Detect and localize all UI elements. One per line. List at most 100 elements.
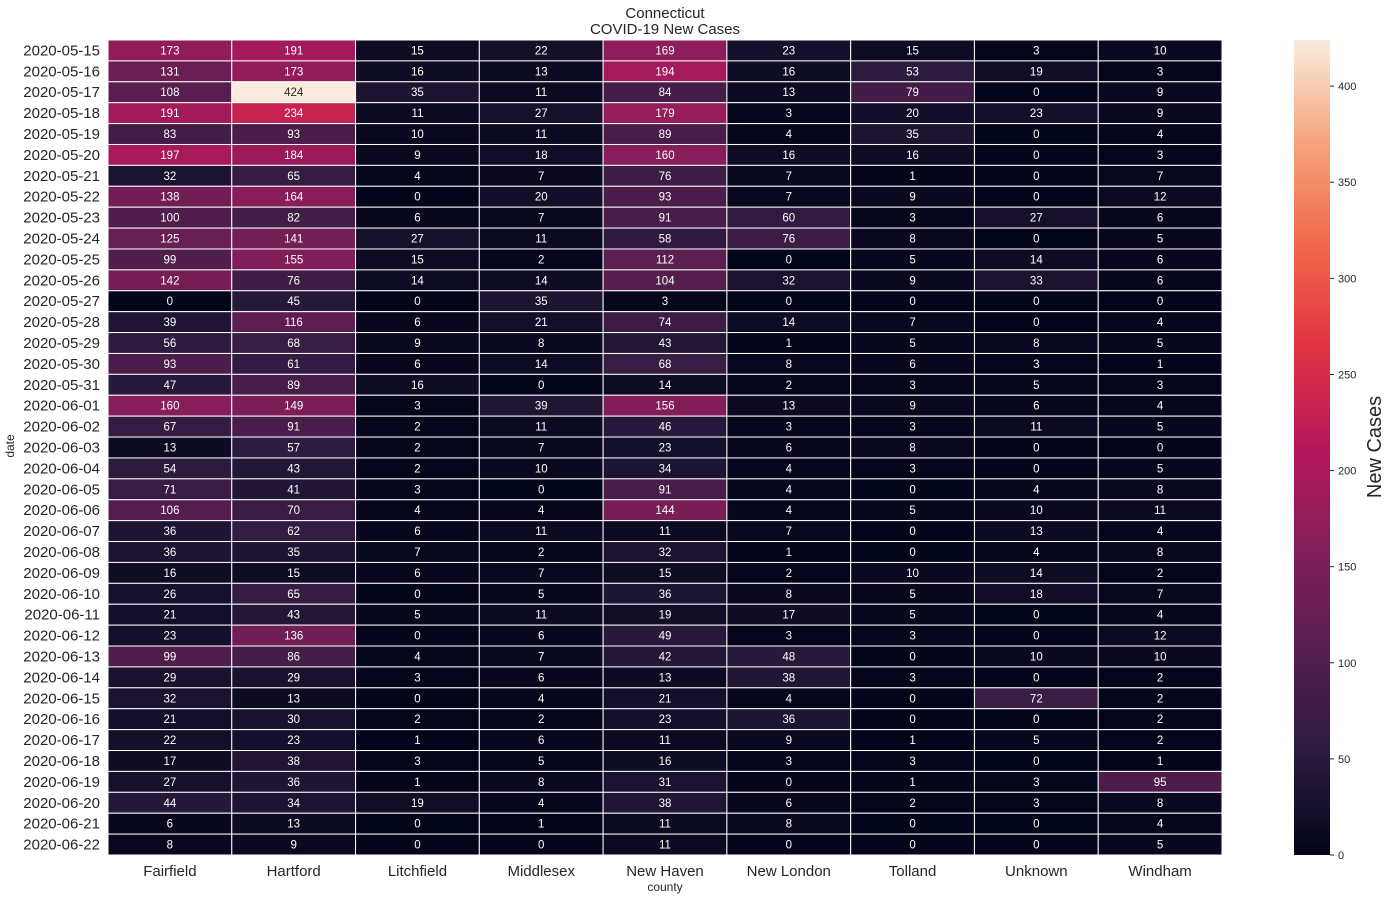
cell-value-label: 21 [659,693,672,705]
cell-value-label: 0 [786,777,792,789]
cell-value-label: 23 [659,443,672,455]
cell-value-label: 8 [786,359,792,371]
cell-value-label: 16 [782,150,795,162]
cell-value-label: 14 [782,317,795,329]
cell-value-label: 4 [538,693,545,705]
cell-value-label: 16 [411,380,424,392]
cell-value-label: 15 [659,568,672,580]
cell-value-label: 2 [1157,714,1163,726]
cell-value-label: 6 [538,631,544,643]
cell-value-label: 76 [782,234,795,246]
cell-value-label: 74 [659,317,672,329]
cell-value-label: 11 [535,610,547,622]
cell-value-label: 10 [1154,45,1167,57]
cell-value-label: 93 [287,129,300,141]
cell-value-label: 11 [411,108,423,120]
cell-value-label: 35 [287,547,300,559]
cell-value-label: 0 [414,296,420,308]
cell-value-label: 27 [163,777,176,789]
cell-value-label: 49 [659,631,672,643]
cell-value-label: 38 [782,672,795,684]
cell-value-label: 0 [909,547,915,559]
cell-value-label: 6 [538,735,544,747]
cell-value-label: 33 [1030,275,1043,287]
cell-value-label: 61 [287,359,300,371]
cell-value-label: 4 [1157,819,1164,831]
cell-value-label: 26 [163,589,176,601]
cell-value-label: 11 [659,526,671,538]
y-tick-label: 2020-05-16 [23,63,100,80]
cell-value-label: 32 [782,275,795,287]
cell-value-label: 6 [414,359,420,371]
cell-value-label: 42 [659,651,672,663]
cell-value-label: 21 [535,317,548,329]
cell-value-label: 2 [414,463,420,475]
cell-value-label: 0 [1033,150,1039,162]
cell-value-label: 5 [1157,840,1163,852]
cell-value-label: 1 [909,171,915,183]
cell-value-label: 6 [1033,401,1039,413]
cell-value-label: 125 [160,234,179,246]
cell-value-label: 35 [411,87,424,99]
y-tick-label: 2020-06-17 [23,732,100,749]
cell-value-label: 1 [786,338,792,350]
cell-value-label: 32 [163,171,176,183]
cell-value-label: 4 [1033,484,1040,496]
cell-value-label: 2 [909,798,915,810]
cell-value-label: 29 [163,672,176,684]
cell-value-label: 71 [163,484,176,496]
cell-value-label: 1 [909,777,915,789]
cell-value-label: 138 [160,192,179,204]
cell-value-label: 3 [414,672,420,684]
cell-value-label: 36 [659,589,672,601]
cell-value-label: 7 [414,547,420,559]
cell-value-label: 155 [284,254,303,266]
cell-value-label: 38 [659,798,672,810]
chart-subtitle: COVID-19 New Cases [590,21,740,38]
cell-value-label: 15 [906,45,919,57]
cell-value-label: 20 [906,108,919,120]
cell-value-label: 0 [909,714,915,726]
cell-value-label: 17 [163,756,176,768]
cell-value-label: 0 [414,192,420,204]
x-tick-label: Middlesex [507,863,575,880]
cell-value-label: 11 [535,87,547,99]
cell-value-label: 7 [786,526,792,538]
cell-value-label: 18 [535,150,548,162]
cell-value-label: 6 [538,672,544,684]
cell-value-label: 39 [535,401,548,413]
cell-value-label: 6 [1157,254,1163,266]
cell-value-label: 0 [1157,443,1163,455]
cell-value-label: 234 [284,108,304,120]
cell-value-label: 0 [1033,296,1039,308]
cell-value-label: 2 [1157,568,1163,580]
y-tick-label: 2020-06-09 [23,565,100,582]
cell-value-label: 44 [163,798,176,810]
y-tick-label: 2020-05-29 [23,335,100,352]
cell-value-label: 83 [163,129,176,141]
cell-value-label: 13 [163,443,176,455]
y-tick-labels: 2020-05-15 2020-05-16 2020-05-17 2020-05-18… [23,42,100,853]
cell-value-label: 9 [909,192,915,204]
cell-value-label: 3 [909,213,915,225]
cell-value-label: 7 [538,213,544,225]
cell-value-label: 9 [909,401,915,413]
cell-value-label: 7 [1157,589,1163,601]
cell-value-label: 14 [411,275,424,287]
cell-value-label: 4 [1157,317,1164,329]
cell-value-label: 10 [1030,505,1043,517]
cell-value-label: 136 [284,631,303,643]
cell-value-label: 84 [659,87,672,99]
cell-value-label: 68 [287,338,300,350]
cell-value-label: 5 [1157,422,1163,434]
y-tick-label: 2020-06-05 [23,481,100,498]
cell-value-label: 10 [906,568,919,580]
cell-value-label: 164 [284,192,304,204]
y-tick-label: 2020-06-06 [23,502,100,519]
x-tick-label: New Haven [626,863,704,880]
cell-value-label: 18 [1030,589,1043,601]
cell-value-label: 14 [1030,568,1043,580]
cell-value-label: 160 [655,150,674,162]
cell-value-label: 0 [1033,87,1039,99]
cell-value-label: 79 [906,87,919,99]
